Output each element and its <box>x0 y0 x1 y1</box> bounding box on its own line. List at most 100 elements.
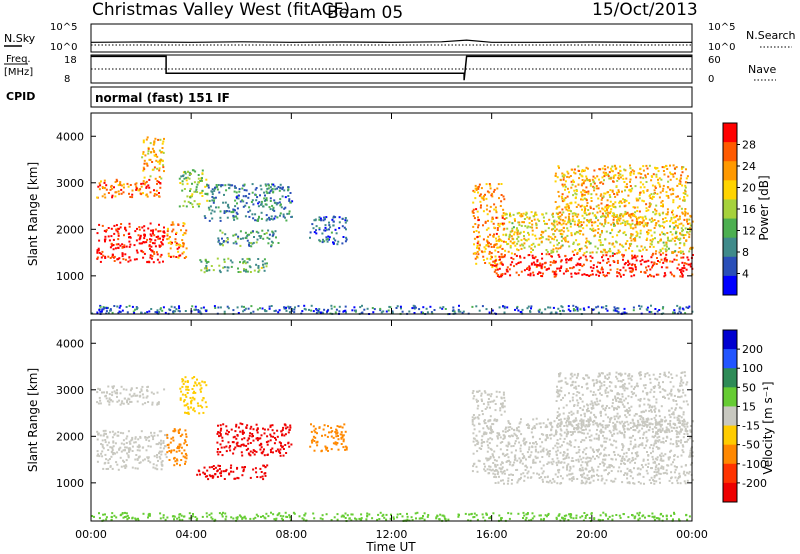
power-cell <box>257 219 259 222</box>
power-cell <box>552 227 555 230</box>
velocity-cell <box>683 425 686 428</box>
power-cell <box>628 267 631 270</box>
power-cell <box>613 212 615 215</box>
power-cell <box>503 218 506 220</box>
velocity-cell <box>475 465 478 468</box>
velocity-cell <box>501 466 504 469</box>
velocity-cell <box>242 470 245 473</box>
freq-label: Freq. <box>6 54 31 65</box>
power-cell <box>482 255 485 258</box>
power-cell <box>584 208 587 210</box>
power-cell <box>139 192 142 195</box>
power-cell <box>291 215 293 218</box>
velocity-cell <box>490 432 493 435</box>
velocity-cell <box>655 471 658 474</box>
power-cell <box>609 167 612 170</box>
power-cell <box>155 189 158 192</box>
power-cell <box>101 250 104 253</box>
power-cell <box>647 232 650 234</box>
velocity-cell <box>640 464 643 466</box>
power-cell <box>493 226 496 229</box>
velocity-cell <box>545 448 548 451</box>
power-cell <box>549 264 552 267</box>
power-cell <box>681 211 684 214</box>
power-cell <box>496 229 499 231</box>
velocity-cell <box>289 426 292 429</box>
velocity-cell <box>488 393 490 396</box>
power-cell <box>359 306 362 309</box>
power-cell <box>315 311 318 314</box>
power-cell <box>688 236 691 239</box>
power-cell <box>523 269 526 272</box>
velocity-cell <box>486 406 489 409</box>
power-cell <box>593 169 596 172</box>
power-cell <box>512 226 515 229</box>
power-cell <box>163 235 166 237</box>
power-cell <box>518 211 521 214</box>
power-cell <box>666 266 669 269</box>
power-cell <box>619 243 622 246</box>
power-cell <box>607 258 610 260</box>
velocity-cell <box>247 442 250 445</box>
power-cell <box>619 173 622 176</box>
velocity-cell <box>233 448 236 451</box>
velocity-cell <box>569 467 572 470</box>
power-cell <box>589 266 592 269</box>
velocity-cell <box>588 478 591 481</box>
power-cell <box>585 191 588 194</box>
power-cell <box>128 245 131 248</box>
velocity-cell <box>160 463 163 466</box>
power-cell <box>593 221 596 224</box>
power-cell <box>578 258 581 261</box>
velocity-cell <box>236 476 239 479</box>
velocity-cell <box>638 472 641 475</box>
velocity-cell <box>659 454 661 457</box>
power-cell <box>590 193 593 196</box>
power-cell <box>684 211 687 214</box>
power-cell <box>261 307 264 310</box>
power-cell <box>246 234 249 237</box>
velocity-cell <box>281 433 284 436</box>
power-cell <box>493 208 496 211</box>
power-cell <box>572 241 575 244</box>
velocity-cell <box>122 439 125 442</box>
power-cell <box>631 250 634 253</box>
power-cell <box>199 311 202 314</box>
velocity-cell <box>180 446 183 449</box>
power-cell <box>521 221 524 224</box>
power-cell <box>140 250 143 253</box>
velocity-cell <box>241 423 244 426</box>
velocity-cell <box>230 464 233 467</box>
power-cell <box>661 200 664 202</box>
power-frame <box>90 112 693 315</box>
velocity-cell <box>610 457 613 460</box>
velocity-cell <box>141 393 144 396</box>
power-cell <box>154 137 157 140</box>
power-cell <box>494 269 497 272</box>
velocity-cell <box>633 467 635 470</box>
velocity-cell <box>184 440 187 443</box>
power-cell <box>98 182 101 185</box>
velocity-cell <box>184 380 187 383</box>
power-cell <box>542 272 544 275</box>
velocity-cell <box>489 415 492 418</box>
power-cell <box>671 233 674 236</box>
velocity-cell <box>504 431 507 433</box>
power-cell <box>643 271 646 274</box>
power-cell <box>678 217 681 220</box>
power-cell <box>494 262 496 265</box>
velocity-cell <box>112 440 115 443</box>
power-cell <box>109 246 112 249</box>
velocity-cell <box>282 454 285 457</box>
power-cell <box>248 233 251 236</box>
power-cell <box>574 192 577 195</box>
velocity-cell <box>252 439 255 442</box>
power-cell <box>482 210 485 213</box>
velocity-cell <box>173 428 176 431</box>
velocity-cell <box>165 456 168 459</box>
power-cell <box>580 170 583 173</box>
power-cell <box>639 223 642 226</box>
power-cell <box>513 265 515 268</box>
power-cell <box>346 219 349 222</box>
power-cell <box>345 236 348 239</box>
